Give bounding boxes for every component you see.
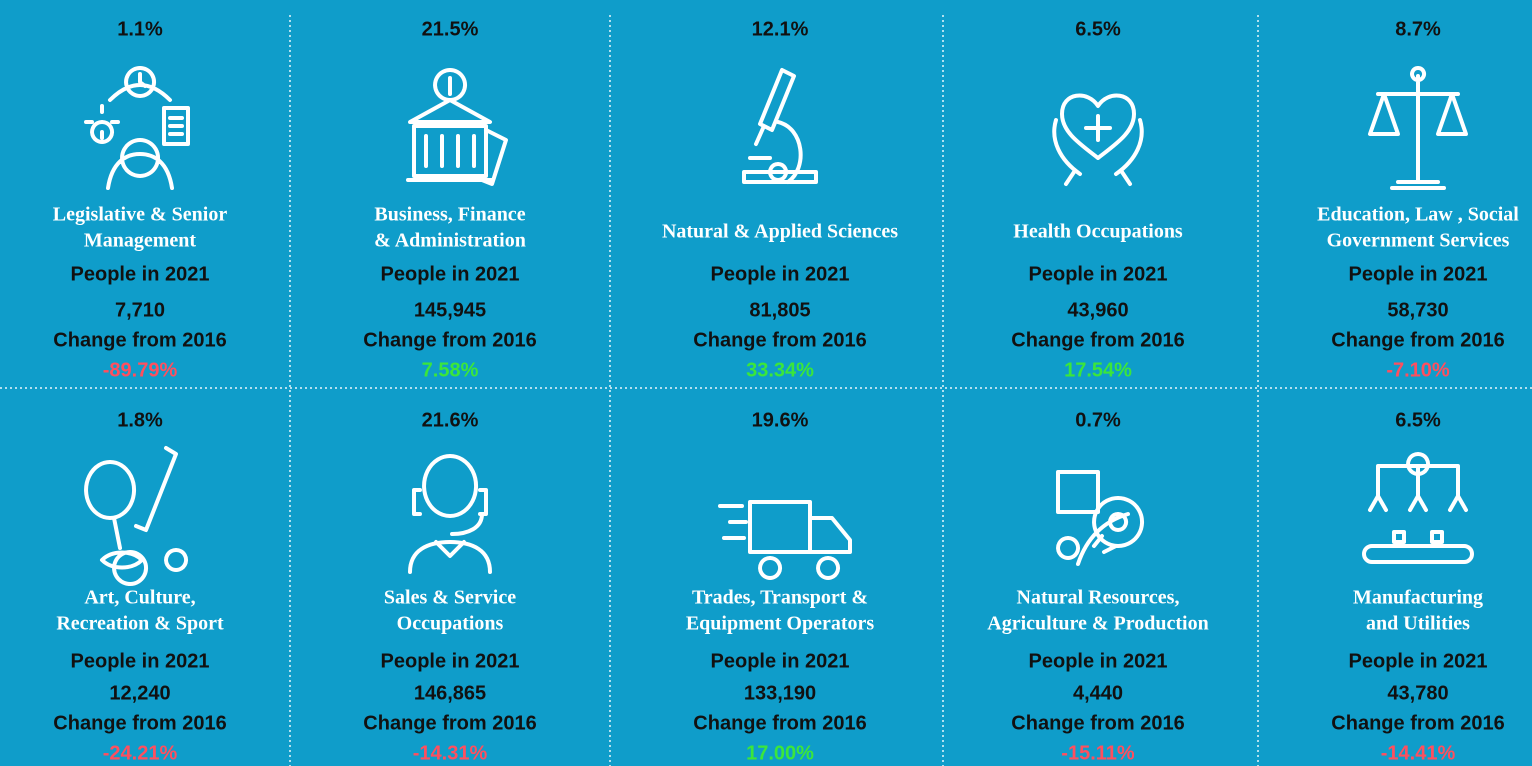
change-value: 7.58% — [422, 359, 479, 381]
change-value: -15.11% — [1061, 742, 1135, 764]
change-value: 17.00% — [746, 742, 814, 764]
icon — [742, 68, 818, 184]
icon — [1362, 452, 1474, 564]
share: 0.7% — [1075, 409, 1121, 431]
change-value: -14.41% — [1381, 742, 1456, 764]
icon — [84, 66, 190, 190]
people-label: People in 2021 — [1029, 263, 1168, 285]
card-title: Legislative & Senior — [53, 204, 228, 226]
icon-outline — [406, 68, 508, 186]
people-value: 4,440 — [1073, 682, 1123, 704]
change-label: Change from 2016 — [693, 712, 866, 734]
card-title: Trades, Transport & — [692, 587, 868, 609]
change-label: Change from 2016 — [53, 329, 226, 351]
people-value: 12,240 — [109, 682, 170, 704]
people-value: 58,730 — [1387, 299, 1448, 321]
icon-outline — [1056, 470, 1145, 566]
change-label: Change from 2016 — [693, 329, 866, 351]
card-title: Government Services — [1327, 230, 1510, 252]
card-title: & Administration — [374, 230, 526, 252]
icon — [1056, 470, 1145, 566]
people-value: 7,710 — [115, 299, 165, 321]
card-title: Agriculture & Production — [987, 613, 1208, 635]
people-value: 145,945 — [414, 299, 486, 321]
share: 1.8% — [117, 409, 163, 431]
card-title: Recreation & Sport — [56, 613, 224, 635]
change-label: Change from 2016 — [1331, 329, 1504, 351]
share: 8.7% — [1395, 18, 1441, 40]
card-title: Art, Culture, — [84, 587, 195, 609]
card-title: Education, Law , Social — [1317, 204, 1519, 226]
share: 19.6% — [752, 409, 809, 431]
change-value: -24.21% — [103, 742, 178, 764]
change-value: -89.79% — [103, 359, 178, 381]
card-title: and Utilities — [1366, 613, 1470, 635]
icon — [1368, 66, 1468, 190]
people-label: People in 2021 — [1349, 650, 1488, 672]
icon-outline — [1368, 66, 1468, 190]
change-value: -7.10% — [1386, 359, 1450, 381]
share: 21.6% — [422, 409, 479, 431]
people-value: 81,805 — [749, 299, 810, 321]
card-title: Occupations — [397, 613, 504, 635]
share: 6.5% — [1395, 409, 1441, 431]
icon-outline — [1052, 93, 1144, 186]
icon-outline — [408, 454, 492, 574]
share: 1.1% — [117, 18, 163, 40]
change-value: -14.31% — [413, 742, 488, 764]
change-value: 17.54% — [1064, 359, 1132, 381]
people-label: People in 2021 — [711, 263, 850, 285]
people-label: People in 2021 — [381, 263, 520, 285]
icon — [84, 446, 189, 586]
change-label: Change from 2016 — [363, 712, 536, 734]
icon-outline — [742, 68, 818, 184]
card-title: Health Occupations — [1013, 221, 1183, 243]
card-title: Business, Finance — [374, 204, 525, 226]
people-label: People in 2021 — [381, 650, 520, 672]
people-label: People in 2021 — [71, 650, 210, 672]
icon-outline — [1362, 452, 1474, 564]
people-label: People in 2021 — [1029, 650, 1168, 672]
icon-outline — [84, 66, 190, 190]
card-title: Natural & Applied Sciences — [662, 221, 898, 243]
icon — [406, 68, 508, 186]
people-value: 43,780 — [1387, 682, 1448, 704]
icon — [718, 500, 852, 580]
share: 12.1% — [752, 18, 809, 40]
people-label: People in 2021 — [711, 650, 850, 672]
change-label: Change from 2016 — [1011, 712, 1184, 734]
card-title: Equipment Operators — [686, 613, 875, 635]
icon-outline — [718, 500, 852, 580]
people-label: People in 2021 — [71, 263, 210, 285]
people-value: 146,865 — [414, 682, 486, 704]
people-value: 133,190 — [744, 682, 816, 704]
share: 6.5% — [1075, 18, 1121, 40]
change-label: Change from 2016 — [1331, 712, 1504, 734]
share: 21.5% — [422, 18, 479, 40]
icon — [408, 454, 492, 574]
people-label: People in 2021 — [1349, 263, 1488, 285]
card-title: Manufacturing — [1353, 587, 1483, 609]
icon-outline — [84, 446, 189, 586]
icon — [1052, 93, 1144, 186]
card-title: Sales & Service — [384, 587, 516, 609]
card-title: Management — [84, 230, 197, 252]
change-label: Change from 2016 — [363, 329, 536, 351]
change-value: 33.34% — [746, 359, 814, 381]
change-label: Change from 2016 — [1011, 329, 1184, 351]
change-label: Change from 2016 — [53, 712, 226, 734]
card-title: Natural Resources, — [1017, 587, 1180, 609]
people-value: 43,960 — [1067, 299, 1128, 321]
